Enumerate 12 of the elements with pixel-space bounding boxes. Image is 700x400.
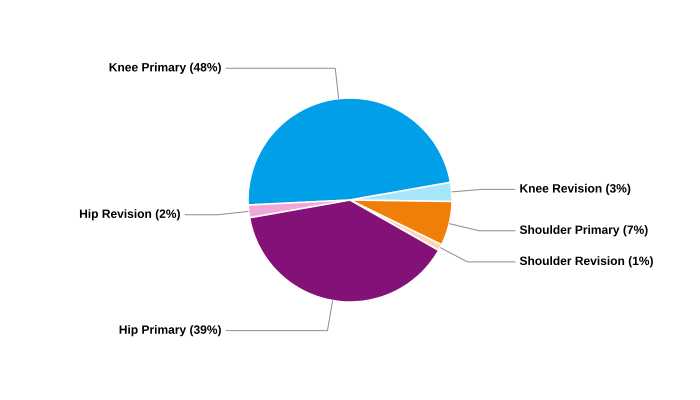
data-label: (2%) — [156, 209, 180, 220]
slice-label: Hip Primary — [120, 325, 186, 336]
data-label: (39%) — [190, 325, 221, 336]
slice-label: Shoulder Revision — [520, 256, 624, 266]
slice-label: Knee Primary — [110, 62, 186, 74]
data-label: (3%) — [606, 184, 630, 195]
slice-label: Hip Revision — [80, 209, 152, 220]
data-label: (1%) — [628, 256, 653, 268]
slice-label: Shoulder Primary — [520, 225, 620, 236]
data-label: (7%) — [623, 225, 648, 236]
slice-label: Knee Revision — [520, 184, 602, 193]
data-label: (48%) — [190, 62, 221, 74]
